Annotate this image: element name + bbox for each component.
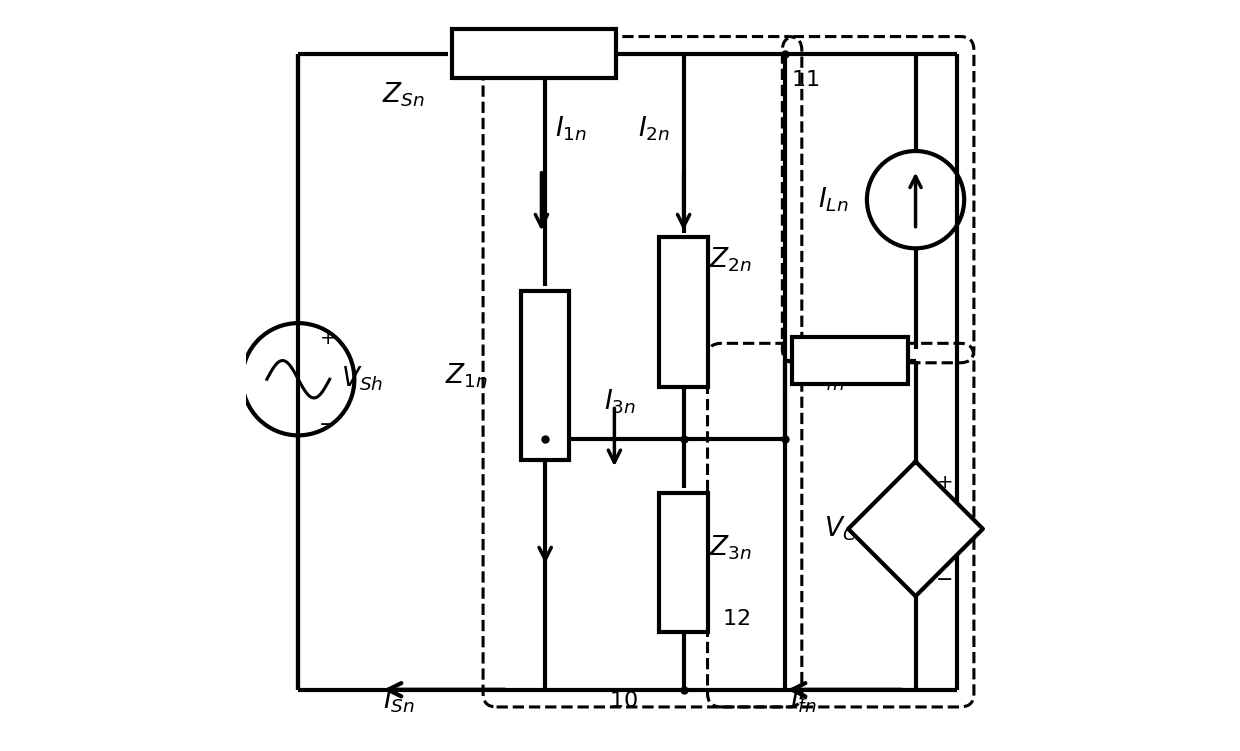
Text: $Z_{3n}$: $Z_{3n}$	[709, 533, 753, 562]
Text: $V_{Sh}$: $V_{Sh}$	[341, 365, 383, 394]
Text: $I_{fn}$: $I_{fn}$	[790, 686, 817, 715]
Text: $I_{Sn}$: $I_{Sn}$	[383, 686, 415, 715]
Text: $11$: $11$	[791, 70, 820, 90]
Bar	[451, 29, 616, 78]
Text: $12$: $12$	[722, 608, 750, 629]
Text: $I_{3n}$: $I_{3n}$	[604, 388, 636, 416]
Text: $-$: $-$	[319, 412, 335, 433]
Text: $I_{1n}$: $I_{1n}$	[556, 114, 588, 143]
Bar	[660, 493, 708, 632]
Text: $-$: $-$	[935, 568, 952, 587]
Text: $I_{Ln}$: $I_{Ln}$	[818, 185, 848, 214]
Text: $+$: $+$	[319, 329, 335, 348]
Polygon shape	[848, 462, 983, 596]
Text: $+$: $+$	[936, 473, 952, 492]
Text: $Z_{Sn}$: $Z_{Sn}$	[382, 80, 424, 109]
Text: $Z_{1n}$: $Z_{1n}$	[445, 361, 489, 390]
Text: $10$: $10$	[609, 691, 639, 711]
Text: $Z_{2n}$: $Z_{2n}$	[709, 246, 753, 274]
Bar	[660, 237, 708, 387]
Text: $Z_{fn}$: $Z_{fn}$	[807, 365, 844, 394]
Bar	[521, 291, 569, 460]
Text: $I_{2n}$: $I_{2n}$	[637, 114, 670, 143]
Text: $V_C$: $V_C$	[825, 514, 857, 543]
Bar	[792, 337, 908, 384]
